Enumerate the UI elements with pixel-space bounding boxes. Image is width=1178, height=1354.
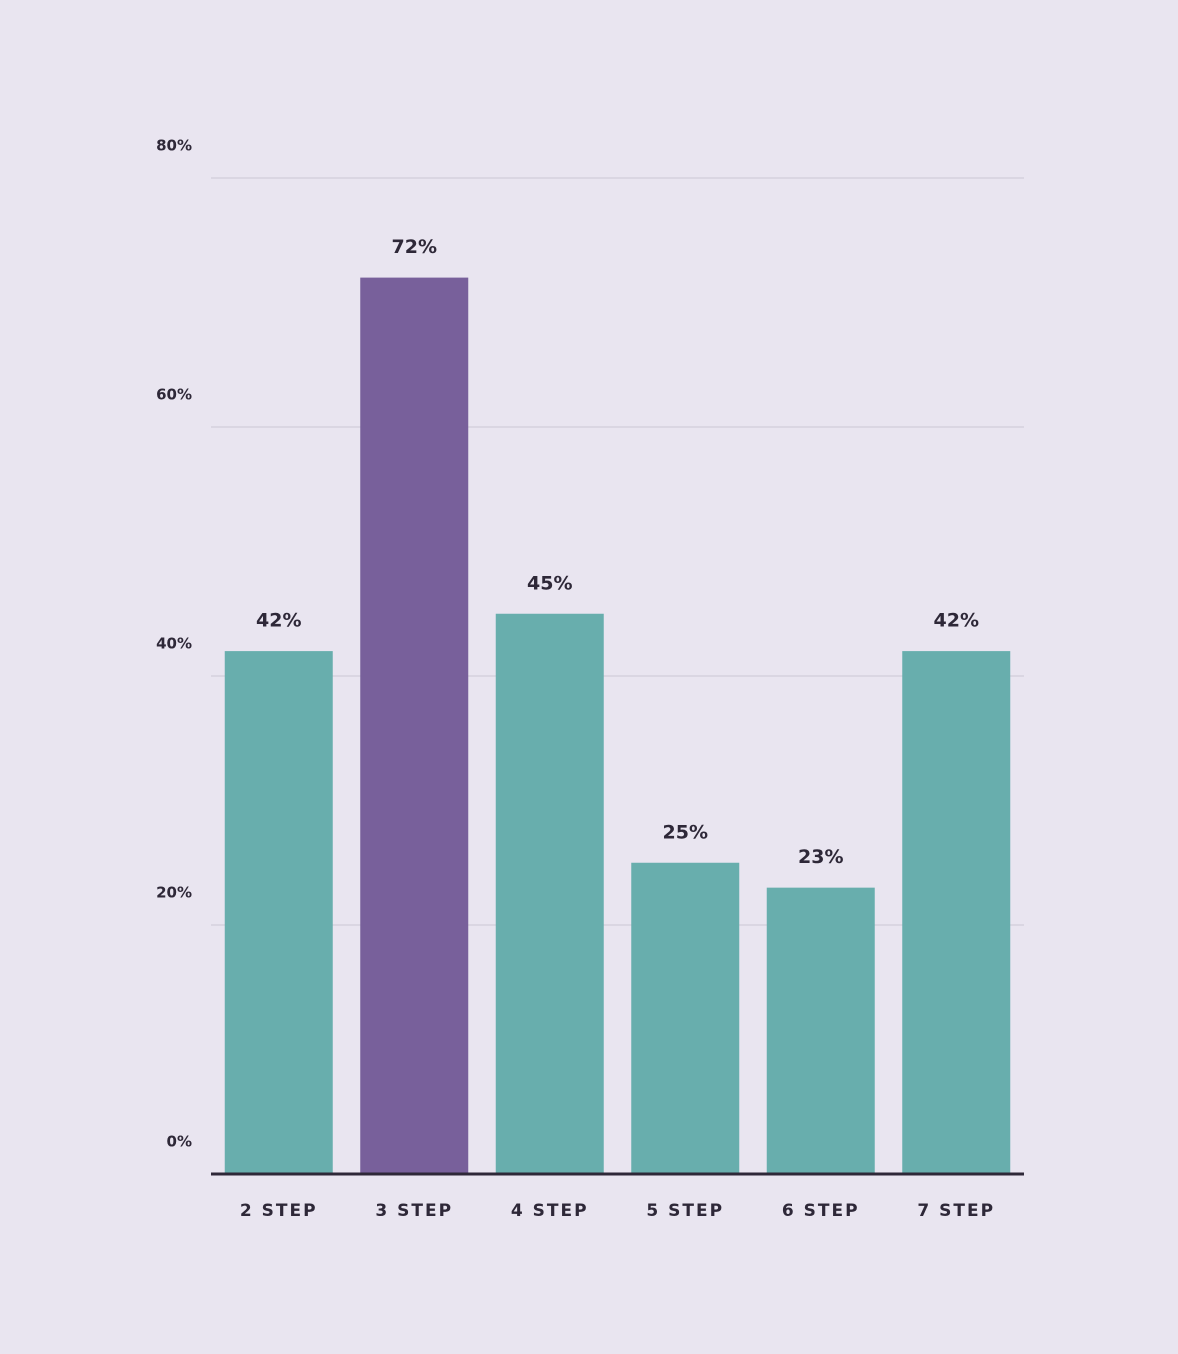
bar [631, 862, 740, 1174]
bar [360, 277, 469, 1175]
value-label: 42% [256, 610, 301, 632]
x-tick-label: 2 STEP [240, 1201, 318, 1221]
value-label: 72% [392, 236, 437, 258]
y-tick-label: 80% [156, 137, 192, 155]
value-label: 23% [798, 846, 843, 868]
x-tick-label: 5 STEP [646, 1201, 724, 1221]
value-label: 45% [527, 572, 572, 594]
y-tick-label: 60% [156, 386, 192, 404]
bar [902, 651, 1011, 1174]
y-tick-label: 20% [156, 884, 192, 902]
x-tick-label: 7 STEP [917, 1201, 995, 1221]
x-tick-label: 6 STEP [782, 1201, 860, 1221]
bar [766, 887, 875, 1174]
x-tick-label: 3 STEP [375, 1201, 453, 1221]
y-tick-label: 0% [167, 1133, 192, 1151]
value-label: 42% [934, 610, 979, 632]
bar [495, 613, 604, 1174]
y-tick-label: 40% [156, 635, 192, 653]
x-tick-label: 4 STEP [511, 1201, 589, 1221]
value-label: 25% [663, 821, 708, 843]
bar [224, 651, 333, 1174]
